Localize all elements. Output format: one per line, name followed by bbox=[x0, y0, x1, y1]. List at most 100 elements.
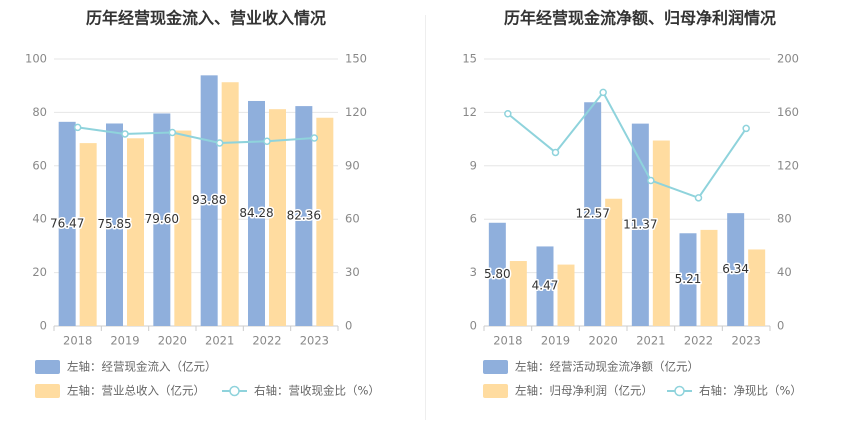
bar-secondary bbox=[557, 264, 575, 326]
legend-marker bbox=[674, 385, 685, 397]
line-series bbox=[77, 126, 315, 145]
bar-data-label: 79.60 bbox=[145, 212, 179, 226]
x-tick-label: 2022 bbox=[252, 334, 281, 348]
bar-primary bbox=[727, 213, 745, 326]
bar-primary bbox=[536, 246, 554, 326]
bar-primary bbox=[631, 123, 649, 326]
line-point bbox=[694, 194, 703, 202]
legend-item[interactable]: 左轴：营业总收入（亿元） bbox=[35, 384, 205, 399]
y-right-tick-label: 40 bbox=[777, 265, 792, 279]
y-right-tick-label: 60 bbox=[345, 212, 360, 226]
legend-marker bbox=[229, 385, 240, 397]
bar-primary bbox=[200, 75, 218, 327]
bar-secondary bbox=[605, 198, 623, 326]
y-left-tick-label: 6 bbox=[470, 212, 477, 226]
bar-primary bbox=[106, 123, 123, 326]
y-left-tick-label: 60 bbox=[32, 158, 47, 172]
bar-data-label: 4.47 bbox=[532, 279, 559, 293]
legend-swatch bbox=[483, 384, 508, 398]
bar-data-label: 84.28 bbox=[239, 206, 273, 220]
line-point bbox=[215, 139, 224, 147]
line-point bbox=[551, 148, 560, 157]
x-tick-label: 2023 bbox=[300, 334, 329, 348]
y-right-tick-label: 150 bbox=[345, 52, 367, 66]
bar-data-label: 93.88 bbox=[192, 193, 226, 207]
y-left-tick-label: 15 bbox=[462, 52, 477, 66]
line-point bbox=[599, 88, 607, 97]
bar-data-label: 12.57 bbox=[575, 207, 609, 221]
legend-swatch bbox=[483, 360, 508, 374]
y-left-tick-label: 80 bbox=[32, 105, 47, 119]
bar-primary bbox=[488, 222, 506, 326]
legend-item[interactable]: 左轴：经营现金流入（亿元） bbox=[35, 360, 217, 375]
x-tick-label: 2023 bbox=[732, 334, 761, 348]
legend-label: 左轴：经营现金流入（亿元） bbox=[67, 360, 217, 374]
x-tick-label: 2018 bbox=[493, 334, 522, 348]
y-right-tick-label: 30 bbox=[345, 265, 360, 279]
line-point bbox=[263, 137, 271, 145]
y-right-tick-label: 0 bbox=[345, 319, 352, 333]
legend-label: 左轴：归母净利润（亿元） bbox=[515, 384, 653, 398]
legend-item[interactable]: 左轴：经营活动现金流净额（亿元） bbox=[483, 360, 699, 375]
y-left-tick-label: 20 bbox=[32, 265, 47, 279]
bar-primary bbox=[58, 121, 76, 326]
x-tick-label: 2018 bbox=[63, 334, 92, 348]
bar-secondary bbox=[700, 229, 718, 326]
bar-primary bbox=[295, 106, 313, 326]
bar-primary bbox=[153, 113, 171, 326]
line-point bbox=[73, 123, 82, 132]
y-right-tick-label: 80 bbox=[777, 212, 792, 226]
x-tick-label: 2019 bbox=[541, 334, 570, 348]
legend-label: 左轴：经营活动现金流净额（亿元） bbox=[515, 360, 699, 374]
chart-1: 历年经营现金流入、营业收入情况 0 0 20 30 40 60 60 90 80 120 100 150… bbox=[25, 9, 380, 399]
bar-secondary bbox=[652, 140, 670, 326]
bar-primary bbox=[248, 100, 265, 326]
bar-secondary bbox=[316, 117, 334, 327]
legend-item[interactable]: 左轴：归母净利润（亿元） bbox=[483, 384, 653, 399]
line-point bbox=[504, 109, 512, 118]
legend-item[interactable]: 右轴：营收现金比（%） bbox=[222, 384, 380, 398]
line-series bbox=[507, 90, 747, 200]
y-right-tick-label: 0 bbox=[777, 319, 784, 333]
y-right-tick-label: 200 bbox=[777, 52, 799, 66]
y-left-tick-label: 100 bbox=[25, 52, 47, 66]
x-tick-label: 2021 bbox=[636, 334, 665, 348]
y-left-tick-label: 0 bbox=[470, 319, 477, 333]
bar-secondary bbox=[127, 138, 144, 326]
legend-label: 左轴：营业总收入（亿元） bbox=[67, 384, 205, 398]
legend-label: 右轴：营收现金比（%） bbox=[254, 384, 380, 398]
line-point bbox=[647, 176, 655, 185]
bar-data-label: 11.37 bbox=[623, 217, 657, 231]
bar-data-label: 5.21 bbox=[675, 272, 702, 286]
bar-data-label: 5.80 bbox=[484, 267, 511, 281]
bar-primary bbox=[584, 102, 602, 326]
x-tick-label: 2021 bbox=[205, 334, 234, 348]
y-left-tick-label: 3 bbox=[470, 265, 477, 279]
x-tick-label: 2019 bbox=[110, 334, 139, 348]
line-point bbox=[168, 128, 177, 137]
chart-2: 历年经营现金流净额、归母净利润情况 0 0 3 40 6 80 9 120 12 160 15 200 2… bbox=[462, 9, 802, 399]
x-tick-label: 2022 bbox=[684, 334, 713, 348]
bar-primary bbox=[679, 233, 697, 326]
x-tick-label: 2020 bbox=[589, 334, 618, 348]
y-left-tick-label: 12 bbox=[462, 105, 477, 119]
legend-swatch bbox=[35, 384, 60, 398]
y-right-tick-label: 90 bbox=[345, 158, 360, 172]
line-point bbox=[742, 124, 750, 133]
y-left-tick-label: 9 bbox=[470, 158, 477, 172]
legend-swatch bbox=[35, 360, 60, 374]
bar-data-label: 76.47 bbox=[50, 216, 84, 230]
x-tick-label: 2020 bbox=[158, 334, 187, 348]
y-left-tick-label: 0 bbox=[40, 319, 47, 333]
legend-item[interactable]: 右轴：净现比（%） bbox=[667, 384, 802, 398]
y-right-tick-label: 120 bbox=[345, 105, 367, 119]
line-point bbox=[310, 134, 319, 142]
bar-data-label: 75.85 bbox=[97, 217, 131, 231]
legend-label: 右轴：净现比（%） bbox=[699, 384, 802, 398]
bar-secondary bbox=[509, 261, 527, 326]
bar-secondary bbox=[269, 109, 286, 326]
bar-data-label: 82.36 bbox=[287, 209, 321, 223]
y-right-tick-label: 160 bbox=[777, 105, 799, 119]
